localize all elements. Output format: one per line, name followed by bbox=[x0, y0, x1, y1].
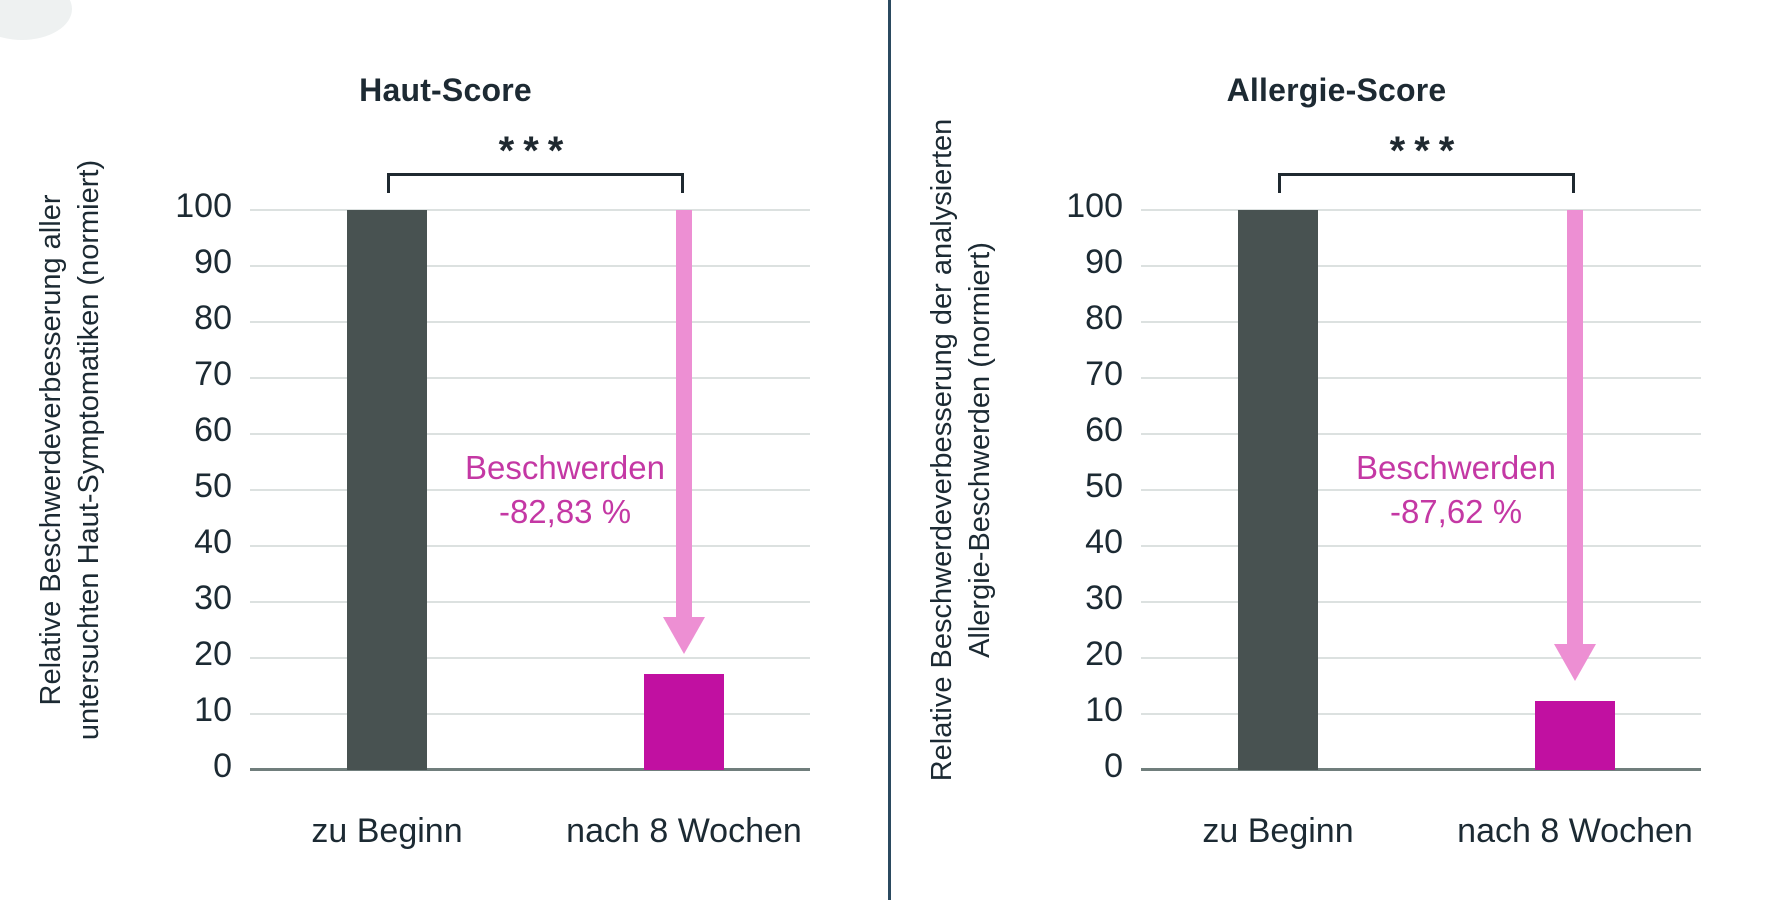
y-tick-label-60: 60 bbox=[194, 411, 232, 449]
gridline-30 bbox=[250, 601, 810, 603]
gridline-10 bbox=[250, 713, 810, 715]
significance-stars: *** bbox=[1389, 129, 1464, 173]
y-tick-label-20: 20 bbox=[194, 635, 232, 673]
y-axis-label-line1: Relative Beschwerdeverbesserung der anal… bbox=[926, 118, 958, 782]
chart-title: Allergie-Score bbox=[1226, 72, 1447, 108]
y-tick-label-10: 10 bbox=[1085, 691, 1123, 729]
significance-bracket bbox=[1278, 173, 1575, 193]
x-axis-line bbox=[250, 768, 810, 771]
decrease-arrow-shaft bbox=[676, 210, 692, 617]
y-tick-label-90: 90 bbox=[194, 243, 232, 281]
x-category-label: zu Beginn bbox=[1202, 812, 1354, 850]
annotation: Beschwerden -87,62 % bbox=[1296, 446, 1616, 534]
gridline-100 bbox=[1141, 209, 1701, 211]
y-axis-label-line1: Relative Beschwerdeverbesserung aller bbox=[35, 194, 67, 706]
y-tick-label-50: 50 bbox=[194, 467, 232, 505]
chart-panel-haut-score: Relative Beschwerdeverbesserung aller un… bbox=[32, 60, 810, 850]
x-category-label: nach 8 Wochen bbox=[1457, 812, 1693, 850]
y-tick-label-70: 70 bbox=[1085, 355, 1123, 393]
y-tick-label-50: 50 bbox=[1085, 467, 1123, 505]
y-tick-label-20: 20 bbox=[1085, 635, 1123, 673]
gridline-80 bbox=[250, 321, 810, 323]
annotation-line2: -82,83 % bbox=[498, 493, 632, 530]
y-axis-label: Relative Beschwerdeverbesserung aller un… bbox=[32, 60, 108, 840]
plot-area: Beschwerden -82,83 % bbox=[250, 209, 810, 771]
gridline-30 bbox=[1141, 601, 1701, 603]
panel-divider-line bbox=[888, 0, 891, 900]
y-tick-label-60: 60 bbox=[1085, 411, 1123, 449]
gridline-10 bbox=[1141, 713, 1701, 715]
plot-area: Beschwerden -87,62 % bbox=[1141, 209, 1701, 771]
x-axis-line bbox=[1141, 768, 1701, 771]
gridline-70 bbox=[250, 377, 810, 379]
y-axis-label: Relative Beschwerdeverbesserung der anal… bbox=[923, 60, 999, 840]
y-tick-label-40: 40 bbox=[1085, 523, 1123, 561]
decrease-arrow-head bbox=[663, 616, 705, 654]
y-tick-label-30: 30 bbox=[194, 579, 232, 617]
significance-stars: *** bbox=[498, 129, 573, 173]
x-category-label: nach 8 Wochen bbox=[566, 812, 802, 850]
annotation-line2: -87,62 % bbox=[1389, 493, 1523, 530]
gridline-90 bbox=[1141, 265, 1701, 267]
gridline-90 bbox=[250, 265, 810, 267]
x-category-label: zu Beginn bbox=[311, 812, 463, 850]
decrease-arrow-shaft bbox=[1567, 210, 1583, 644]
gridline-20 bbox=[1141, 657, 1701, 659]
bar-zu-Beginn bbox=[1238, 210, 1318, 770]
gridline-70 bbox=[1141, 377, 1701, 379]
bar-nach-8-Wochen bbox=[1535, 700, 1615, 770]
decrease-arrow-head bbox=[1554, 643, 1596, 681]
y-tick-label-30: 30 bbox=[1085, 579, 1123, 617]
gridline-50 bbox=[250, 489, 810, 491]
gridline-20 bbox=[250, 657, 810, 659]
y-tick-label-80: 80 bbox=[194, 299, 232, 337]
gridline-40 bbox=[1141, 545, 1701, 547]
gridline-50 bbox=[1141, 489, 1701, 491]
annotation-line1: Beschwerden bbox=[1356, 449, 1556, 486]
bar-zu-Beginn bbox=[347, 210, 427, 770]
bar-nach-8-Wochen bbox=[644, 673, 724, 770]
y-tick-label-0: 0 bbox=[1104, 747, 1123, 785]
y-tick-label-70: 70 bbox=[194, 355, 232, 393]
chart-title: Haut-Score bbox=[359, 72, 532, 108]
gridline-100 bbox=[250, 209, 810, 211]
y-tick-label-40: 40 bbox=[194, 523, 232, 561]
y-tick-label-100: 100 bbox=[1066, 187, 1123, 225]
chart-panel-allergie-score: Relative Beschwerdeverbesserung der anal… bbox=[891, 0, 1782, 900]
y-tick-label-100: 100 bbox=[175, 187, 232, 225]
gridline-40 bbox=[250, 545, 810, 547]
annotation: Beschwerden -82,83 % bbox=[405, 446, 725, 534]
significance-bracket bbox=[387, 173, 684, 193]
y-tick-label-10: 10 bbox=[194, 691, 232, 729]
y-tick-label-80: 80 bbox=[1085, 299, 1123, 337]
gridline-60 bbox=[1141, 433, 1701, 435]
gridline-80 bbox=[1141, 321, 1701, 323]
gridline-60 bbox=[250, 433, 810, 435]
y-tick-label-90: 90 bbox=[1085, 243, 1123, 281]
annotation-line1: Beschwerden bbox=[465, 449, 665, 486]
y-tick-label-0: 0 bbox=[213, 747, 232, 785]
